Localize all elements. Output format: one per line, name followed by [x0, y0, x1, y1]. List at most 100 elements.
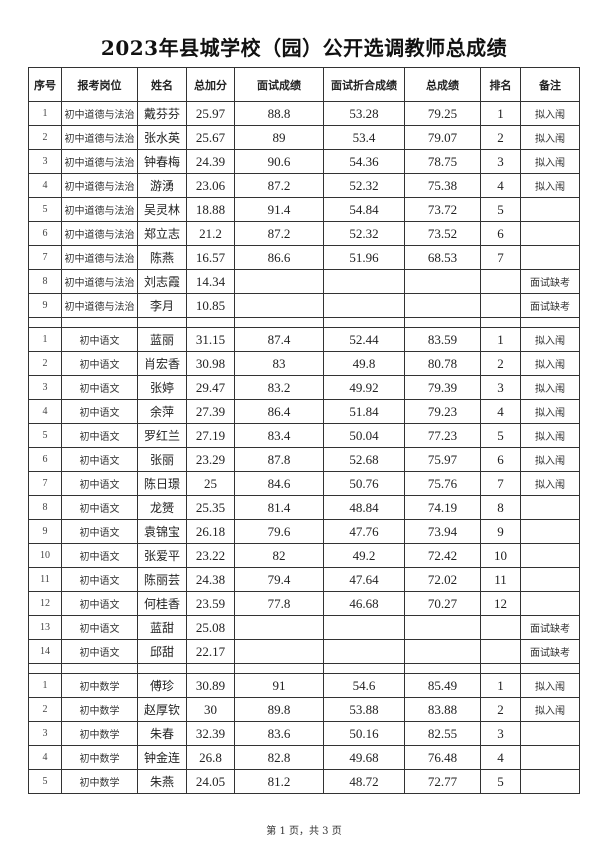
cell-name: 袁锦宝 [137, 519, 187, 544]
table-row: 1 初中语文 蓝丽 31.15 87.4 52.44 83.59 1 拟入闱 [28, 327, 580, 352]
cell-total: 72.77 [404, 769, 481, 794]
cell-index: 4 [28, 173, 62, 198]
cell-total: 74.19 [404, 495, 481, 520]
table-row: 10 初中语文 张爱平 23.22 82 49.2 72.42 10 [28, 543, 580, 568]
cell-rank: 12 [480, 591, 521, 616]
table-row: 1 初中数学 傅珍 30.89 91 54.6 85.49 1 拟入闱 [28, 673, 580, 698]
cell-name: 钟金连 [137, 745, 187, 770]
cell-total: 85.49 [404, 673, 481, 698]
cell-interview-converted: 53.4 [323, 125, 405, 150]
cell-name: 陈日璟 [137, 471, 187, 496]
cell-rank: 2 [480, 125, 521, 150]
cell-bonus: 24.39 [186, 149, 235, 174]
cell-total: 78.75 [404, 149, 481, 174]
cell-position: 初中数学 [61, 769, 138, 794]
cell-index: 7 [28, 245, 62, 270]
cell-index: 2 [28, 125, 62, 150]
table-row: 7 初中道德与法治 陈燕 16.57 86.6 51.96 68.53 7 [28, 245, 580, 270]
col-header-total: 总成绩 [404, 67, 481, 102]
table-row: 4 初中道德与法治 游湧 23.06 87.2 52.32 75.38 4 拟入闱 [28, 173, 580, 198]
cell-bonus: 25.08 [186, 615, 235, 640]
cell-index: 1 [28, 673, 62, 698]
cell-rank: 5 [480, 769, 521, 794]
cell-index: 14 [28, 639, 62, 664]
cell-position: 初中道德与法治 [61, 125, 138, 150]
cell-interview-score: 84.6 [234, 471, 324, 496]
cell-total [404, 639, 481, 664]
cell-position: 初中语文 [61, 591, 138, 616]
cell-remark: 拟入闱 [520, 423, 580, 448]
cell-bonus: 25.35 [186, 495, 235, 520]
cell-interview-score: 89.8 [234, 697, 324, 722]
cell-index: 5 [28, 769, 62, 794]
cell-position: 初中语文 [61, 495, 138, 520]
table-row: 6 初中语文 张丽 23.29 87.8 52.68 75.97 6 拟入闱 [28, 447, 580, 472]
cell-name: 刘志霞 [137, 269, 187, 294]
empty-cell [186, 663, 235, 674]
table-row: 13 初中语文 蓝甜 25.08 面试缺考 [28, 615, 580, 640]
empty-cell [137, 663, 187, 674]
cell-total: 70.27 [404, 591, 481, 616]
cell-rank [480, 639, 521, 664]
table-row: 3 初中道德与法治 钟春梅 24.39 90.6 54.36 78.75 3 拟入闱 [28, 149, 580, 174]
cell-interview-score: 83.6 [234, 721, 324, 746]
table-row: 5 初中语文 罗红兰 27.19 83.4 50.04 77.23 5 拟入闱 [28, 423, 580, 448]
cell-bonus: 25.67 [186, 125, 235, 150]
cell-remark [520, 721, 580, 746]
cell-rank [480, 269, 521, 294]
cell-name: 李月 [137, 293, 187, 318]
cell-name: 余萍 [137, 399, 187, 424]
cell-total: 72.02 [404, 567, 481, 592]
cell-name: 张丽 [137, 447, 187, 472]
cell-index: 4 [28, 745, 62, 770]
cell-interview-score: 81.2 [234, 769, 324, 794]
cell-position: 初中道德与法治 [61, 269, 138, 294]
cell-bonus: 27.39 [186, 399, 235, 424]
cell-name: 赵厚钦 [137, 697, 187, 722]
cell-position: 初中语文 [61, 351, 138, 376]
cell-total: 73.72 [404, 197, 481, 222]
cell-bonus: 30.89 [186, 673, 235, 698]
cell-remark [520, 245, 580, 270]
cell-interview-score: 82.8 [234, 745, 324, 770]
page-title: 2023年县城学校（园）公开选调教师总成绩 [100, 36, 508, 60]
cell-total [404, 269, 481, 294]
cell-interview-converted: 49.92 [323, 375, 405, 400]
cell-name: 吴灵林 [137, 197, 187, 222]
cell-remark: 拟入闱 [520, 149, 580, 174]
cell-bonus: 21.2 [186, 221, 235, 246]
cell-interview-score: 83.4 [234, 423, 324, 448]
cell-position: 初中道德与法治 [61, 293, 138, 318]
table-row: 1 初中道德与法治 戴芬芬 25.97 88.8 53.28 79.25 1 拟入闱 [28, 101, 580, 126]
cell-interview-score: 83 [234, 351, 324, 376]
cell-total: 76.48 [404, 745, 481, 770]
cell-total: 73.52 [404, 221, 481, 246]
cell-total: 79.39 [404, 375, 481, 400]
table-header-row: 序号 报考岗位 姓名 总加分 面试成绩 面试折合成绩 总成绩 排名 备注 [28, 67, 580, 102]
cell-remark: 面试缺考 [520, 293, 580, 318]
cell-total [404, 293, 481, 318]
cell-index: 12 [28, 591, 62, 616]
cell-position: 初中道德与法治 [61, 173, 138, 198]
cell-interview-converted [323, 615, 405, 640]
cell-total: 83.59 [404, 327, 481, 352]
cell-index: 8 [28, 269, 62, 294]
cell-position: 初中语文 [61, 375, 138, 400]
cell-interview-score [234, 615, 324, 640]
cell-total: 72.42 [404, 543, 481, 568]
cell-rank: 1 [480, 673, 521, 698]
cell-interview-converted: 47.64 [323, 567, 405, 592]
cell-interview-converted [323, 269, 405, 294]
cell-rank: 5 [480, 423, 521, 448]
table-row: 5 初中数学 朱燕 24.05 81.2 48.72 72.77 5 [28, 769, 580, 794]
cell-interview-score: 79.4 [234, 567, 324, 592]
cell-interview-score: 91 [234, 673, 324, 698]
cell-position: 初中语文 [61, 423, 138, 448]
table-row: 11 初中语文 陈丽芸 24.38 79.4 47.64 72.02 11 [28, 567, 580, 592]
cell-interview-score: 87.4 [234, 327, 324, 352]
col-header-position: 报考岗位 [61, 67, 138, 102]
cell-remark [520, 769, 580, 794]
cell-name: 龙赟 [137, 495, 187, 520]
cell-position: 初中数学 [61, 697, 138, 722]
table-row: 8 初中语文 龙赟 25.35 81.4 48.84 74.19 8 [28, 495, 580, 520]
